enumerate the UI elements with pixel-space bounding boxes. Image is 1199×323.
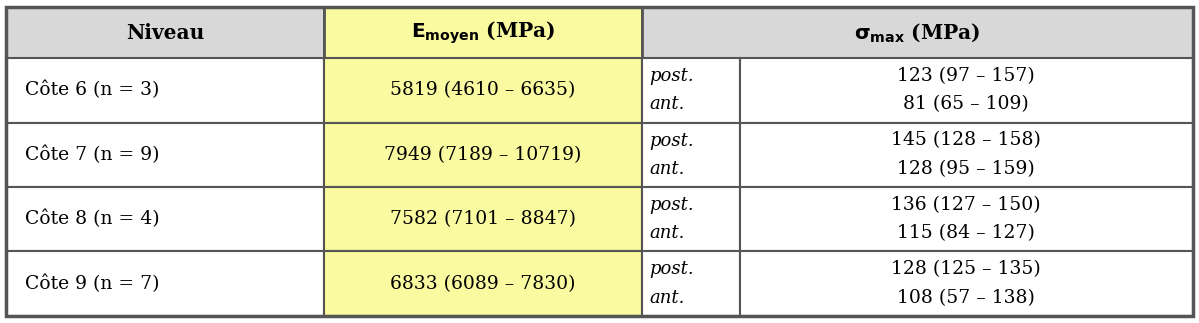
Bar: [6, 122, 324, 187]
Text: Côte 6 (n = 3): Côte 6 (n = 3): [25, 81, 159, 99]
Bar: [740, 58, 1193, 122]
Text: 128 (125 – 135): 128 (125 – 135): [891, 260, 1041, 278]
Text: 136 (127 – 150): 136 (127 – 150): [892, 196, 1041, 214]
Bar: [324, 7, 643, 58]
Text: 7582 (7101 – 8847): 7582 (7101 – 8847): [390, 210, 577, 228]
Text: Côte 9 (n = 7): Côte 9 (n = 7): [25, 275, 159, 293]
Text: 7949 (7189 – 10719): 7949 (7189 – 10719): [385, 146, 582, 164]
Bar: [324, 251, 643, 316]
Text: ant.: ant.: [650, 160, 685, 178]
Text: Côte 7 (n = 9): Côte 7 (n = 9): [25, 146, 159, 164]
Text: 145 (128 – 158): 145 (128 – 158): [891, 131, 1041, 150]
Bar: [6, 7, 324, 58]
Bar: [324, 122, 643, 187]
Bar: [6, 187, 324, 251]
Text: post.: post.: [650, 67, 694, 85]
Text: post.: post.: [650, 260, 694, 278]
Text: post.: post.: [650, 131, 694, 150]
Bar: [643, 251, 740, 316]
Text: 108 (57 – 138): 108 (57 – 138): [897, 289, 1035, 307]
Bar: [6, 251, 324, 316]
Bar: [740, 251, 1193, 316]
Bar: [324, 187, 643, 251]
Bar: [643, 7, 1193, 58]
Text: ant.: ant.: [650, 96, 685, 113]
Text: ant.: ant.: [650, 224, 685, 242]
Text: Côte 8 (n = 4): Côte 8 (n = 4): [25, 210, 159, 228]
Text: ant.: ant.: [650, 289, 685, 307]
Text: 5819 (4610 – 6635): 5819 (4610 – 6635): [391, 81, 576, 99]
Text: 128 (95 – 159): 128 (95 – 159): [897, 160, 1035, 178]
Bar: [643, 122, 740, 187]
Bar: [740, 122, 1193, 187]
Text: 81 (65 – 109): 81 (65 – 109): [903, 96, 1029, 113]
Text: post.: post.: [650, 196, 694, 214]
Text: $\mathbf{\sigma_{max}}$ (MPa): $\mathbf{\sigma_{max}}$ (MPa): [855, 21, 981, 44]
Text: 6833 (6089 – 7830): 6833 (6089 – 7830): [391, 275, 576, 293]
Bar: [740, 187, 1193, 251]
Bar: [6, 58, 324, 122]
Text: $\mathbf{E_{moyen}}$ (MPa): $\mathbf{E_{moyen}}$ (MPa): [411, 19, 555, 46]
Bar: [643, 187, 740, 251]
Text: 123 (97 – 157): 123 (97 – 157): [897, 67, 1035, 85]
Bar: [324, 58, 643, 122]
Text: 115 (84 – 127): 115 (84 – 127): [897, 224, 1035, 242]
Bar: [643, 58, 740, 122]
Text: Niveau: Niveau: [126, 23, 204, 43]
